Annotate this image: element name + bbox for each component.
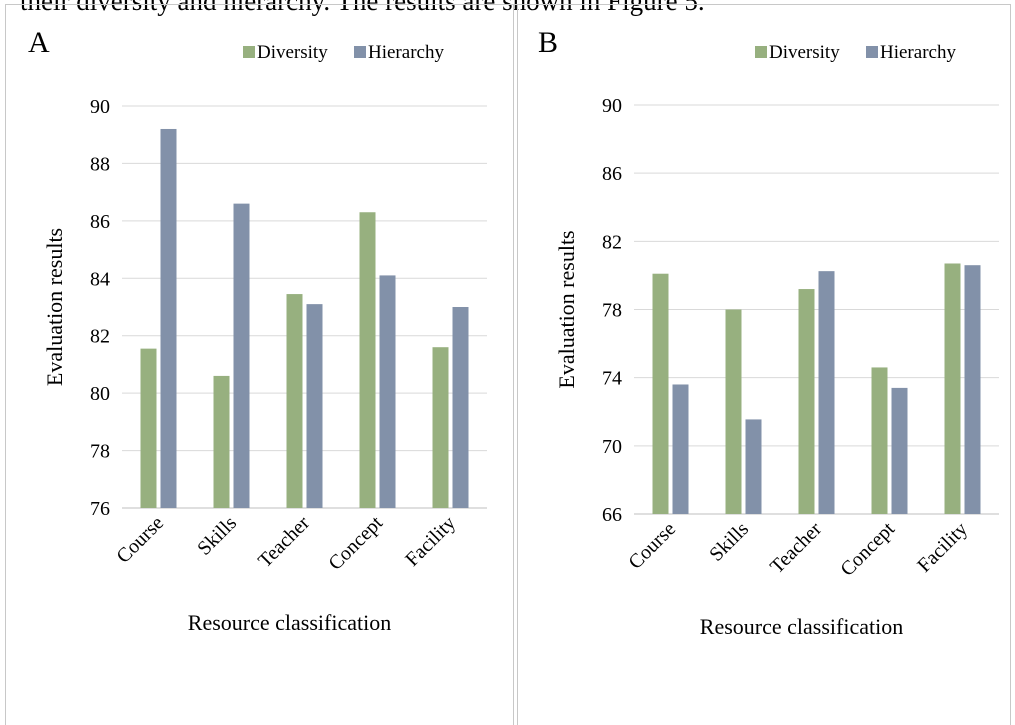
panel-label: A	[28, 26, 50, 59]
panel-a-left-border	[5, 4, 6, 725]
bar-hierarchy-facility	[452, 307, 469, 508]
bar-diversity-facility	[432, 347, 449, 508]
bar-hierarchy-skills	[745, 419, 762, 514]
y-tick-label: 86	[602, 163, 622, 185]
y-tick-label: 78	[90, 441, 110, 463]
legend-swatch-diversity	[755, 46, 767, 58]
panel-label: B	[538, 26, 558, 59]
bar-hierarchy-concept	[379, 275, 396, 508]
x-tick-label: Facility	[913, 518, 972, 577]
bar-hierarchy-concept	[891, 387, 908, 514]
panel-divider-right	[517, 4, 518, 725]
bar-diversity-teacher	[286, 294, 303, 508]
legend-label-diversity: Diversity	[769, 42, 840, 63]
legend-label-hierarchy: Hierarchy	[368, 42, 444, 63]
y-tick-label: 90	[90, 96, 110, 118]
bar-diversity-facility	[944, 263, 961, 514]
x-tick-label: Concept	[836, 518, 899, 581]
y-tick-label: 82	[90, 326, 110, 348]
legend-swatch-hierarchy	[354, 46, 366, 58]
table-top-border	[5, 4, 1010, 5]
bar-hierarchy-course	[672, 384, 689, 514]
y-tick-label: 76	[90, 498, 110, 520]
panel-b-right-border	[1010, 4, 1011, 725]
x-axis-title: Resource classification	[188, 610, 391, 635]
bar-diversity-course	[652, 273, 669, 514]
bar-diversity-teacher	[798, 289, 815, 514]
y-tick-label: 84	[90, 268, 110, 290]
legend-label-diversity: Diversity	[257, 42, 328, 63]
y-tick-label: 90	[602, 95, 622, 117]
y-tick-label: 82	[602, 231, 622, 253]
bar-diversity-course	[140, 348, 157, 508]
legend-swatch-diversity	[243, 46, 255, 58]
y-tick-label: 74	[602, 368, 622, 390]
y-tick-label: 86	[90, 211, 110, 233]
bar-diversity-concept	[359, 212, 376, 508]
x-tick-label: Teacher	[766, 518, 826, 578]
bar-hierarchy-teacher	[818, 271, 835, 514]
y-tick-label: 80	[90, 383, 110, 405]
y-tick-label: 70	[602, 436, 622, 458]
bar-hierarchy-skills	[233, 203, 250, 508]
y-tick-label: 88	[90, 153, 110, 175]
x-tick-label: Skills	[705, 518, 753, 566]
legend-swatch-hierarchy	[866, 46, 878, 58]
y-axis-title: Evaluation results	[554, 230, 579, 388]
x-tick-label: Course	[624, 518, 680, 574]
y-axis-title: Evaluation results	[42, 228, 67, 386]
bar-hierarchy-facility	[964, 265, 981, 514]
y-tick-label: 78	[602, 300, 622, 322]
y-tick-label: 66	[602, 504, 622, 526]
bar-diversity-skills	[725, 309, 742, 514]
legend-label-hierarchy: Hierarchy	[880, 42, 956, 63]
panel-divider-left	[513, 4, 514, 725]
bar-hierarchy-course	[160, 128, 177, 508]
bar-hierarchy-teacher	[306, 304, 323, 508]
bar-diversity-concept	[871, 367, 888, 514]
x-axis-title: Resource classification	[700, 614, 903, 639]
bar-diversity-skills	[213, 375, 230, 508]
